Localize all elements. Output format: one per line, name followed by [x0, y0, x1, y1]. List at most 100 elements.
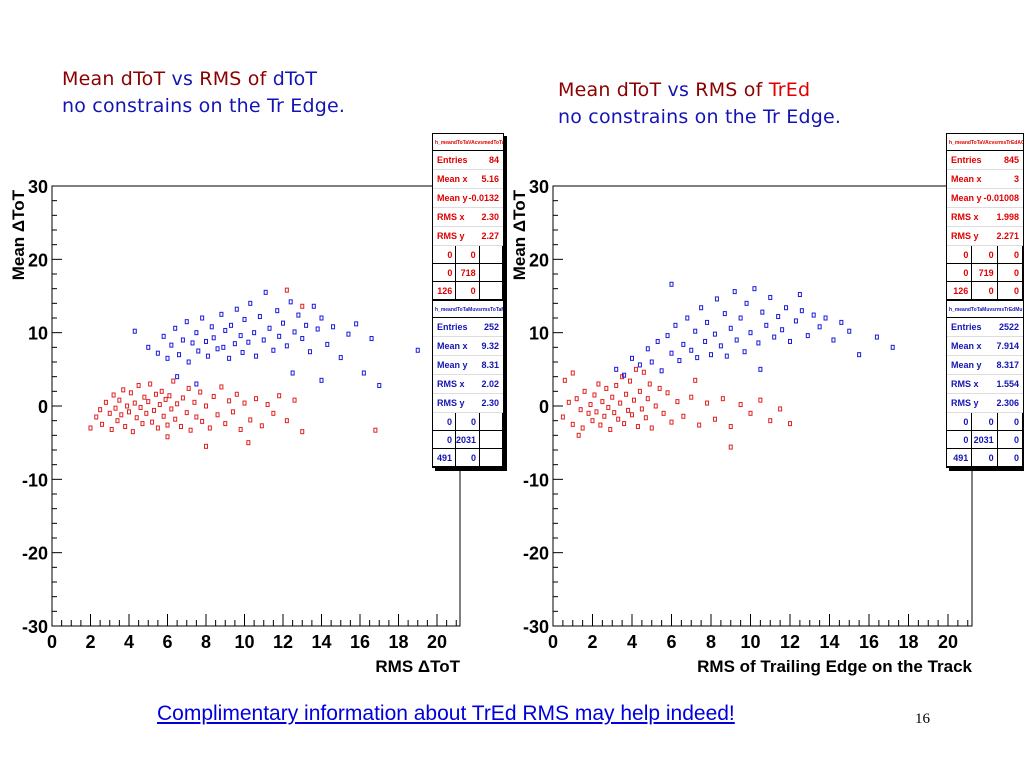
blue-data-point — [194, 381, 199, 387]
x-tick-label: 8 — [706, 632, 716, 652]
footer-link[interactable]: Complimentary information about TrEd RMS… — [157, 702, 735, 725]
stats-grid-cell: 0 — [997, 449, 1023, 467]
blue-data-point — [630, 355, 634, 361]
y-axis-label: Mean ΔToT — [510, 189, 529, 280]
red-data-point — [128, 390, 133, 396]
stats-row: Mean x 9.32 — [433, 337, 503, 356]
red-data-point — [204, 443, 208, 449]
blue-data-point — [263, 289, 268, 295]
red-data-point — [614, 382, 619, 388]
red-data-point — [284, 418, 289, 424]
blue-data-point — [254, 353, 259, 359]
blue-data-point — [699, 305, 704, 311]
blue-data-point — [377, 382, 382, 388]
stats-grid-cell: 0 — [972, 413, 998, 431]
blue-data-point — [776, 314, 781, 320]
stats-grid-cell: 2031 — [455, 431, 481, 449]
red-data-point — [748, 410, 753, 416]
blue-data-point — [186, 359, 191, 365]
blue-data-point — [277, 333, 282, 339]
blue-data-point — [655, 338, 660, 344]
red-data-point — [186, 385, 191, 391]
stats-key: Entries — [437, 322, 468, 332]
stats-value: 2.30 — [481, 398, 499, 408]
red-data-point — [560, 414, 565, 420]
blue-data-point — [734, 337, 739, 343]
red-data-point — [616, 416, 621, 422]
stats-grid-cell: 0 — [972, 246, 998, 264]
blue-data-point — [415, 347, 420, 353]
x-axis-label: RMS of Trailing Edge on the Track — [697, 657, 972, 676]
red-data-point — [592, 392, 597, 398]
red-data-point — [107, 410, 112, 416]
red-data-point — [647, 381, 652, 387]
blue-data-point — [361, 370, 366, 376]
stats-grid-cell: 0 — [997, 413, 1023, 431]
y-tick-label: -10 — [523, 470, 549, 490]
blue-data-point — [346, 331, 351, 337]
blue-data-point — [742, 349, 747, 355]
blue-data-point — [219, 311, 224, 317]
red-data-point — [125, 403, 130, 409]
red-data-point — [596, 381, 601, 387]
blue-data-point — [242, 316, 247, 322]
y-tick-label: 30 — [529, 177, 549, 197]
red-data-point — [720, 396, 725, 402]
y-tick-label: 10 — [529, 324, 549, 344]
left-title-part3: RMS of — [193, 68, 273, 90]
x-tick-label: 2 — [85, 632, 95, 652]
red-data-point — [641, 369, 646, 375]
blue-data-point — [714, 296, 719, 302]
blue-data-point — [722, 311, 727, 317]
red-data-point — [167, 393, 172, 399]
x-tick-label: 16 — [859, 632, 879, 652]
red-data-point — [582, 388, 587, 394]
red-data-point — [738, 402, 743, 408]
stats-grid-cell: 0 — [433, 264, 457, 282]
blue-data-point — [693, 328, 698, 334]
right-title-subtitle: no constrains on the Tr Edge. — [558, 106, 842, 128]
blue-data-point — [161, 333, 166, 339]
red-data-point — [643, 415, 648, 421]
red-data-point — [728, 444, 733, 450]
blue-data-point — [338, 355, 343, 361]
stats-value: 5.16 — [481, 174, 499, 184]
red-data-point — [254, 396, 259, 402]
blue-data-point — [695, 355, 700, 361]
red-data-point — [657, 385, 662, 391]
red-data-point — [697, 422, 702, 428]
red-data-point — [665, 390, 670, 396]
red-data-point — [165, 422, 170, 428]
red-data-point — [284, 287, 289, 293]
blue-data-point — [738, 315, 743, 321]
blue-data-point — [728, 325, 733, 331]
red-data-point — [705, 400, 710, 406]
blue-data-point — [132, 328, 137, 334]
red-data-point — [200, 418, 205, 424]
red-data-point — [153, 391, 158, 397]
red-data-point — [150, 419, 155, 425]
blue-data-point — [261, 337, 266, 343]
blue-data-point — [756, 340, 761, 346]
stats-key: RMS y — [437, 398, 465, 408]
x-tick-label: 0 — [47, 632, 57, 652]
red-data-point — [580, 425, 585, 431]
red-data-point — [675, 399, 680, 405]
red-data-point — [758, 397, 763, 403]
stats-grid-cell: 491 — [947, 449, 973, 467]
stats-grid-cell — [479, 246, 503, 264]
red-data-point — [184, 410, 189, 416]
stats-value: 9.32 — [481, 341, 499, 351]
stats-value: 3 — [1013, 174, 1019, 184]
blue-data-point — [369, 336, 374, 342]
y-tick-label: -30 — [523, 617, 549, 637]
blue-data-point — [173, 325, 178, 331]
stats-grid-cell: 0 — [947, 264, 973, 282]
blue-data-point — [705, 319, 710, 325]
stats-value: 252 — [483, 322, 499, 332]
red-data-point — [612, 410, 617, 416]
stats-row: Mean y 8.317 — [947, 356, 1023, 375]
red-data-point — [618, 400, 623, 406]
red-data-point — [157, 402, 162, 408]
